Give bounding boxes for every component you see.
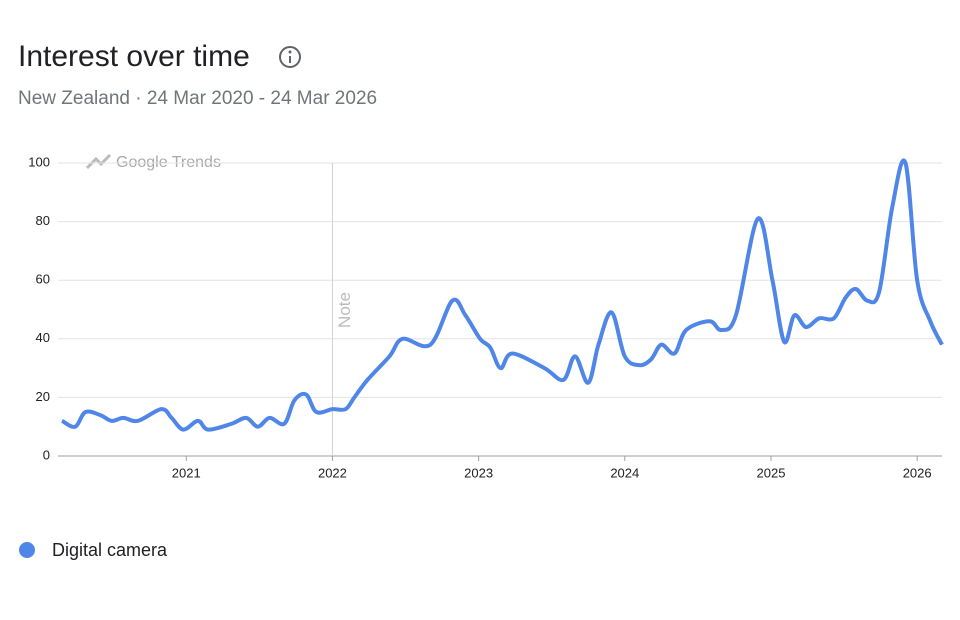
chart-subtitle: New Zealand · 24 Mar 2020 - 24 Mar 2026 [18,88,377,109]
y-tick-label: 0 [43,447,50,462]
x-tick-label: 2025 [757,465,786,480]
legend-label[interactable]: Digital camera [52,540,168,560]
y-tick-label: 100 [28,154,50,169]
x-tick-label: 2024 [610,465,639,480]
x-tick-label: 2026 [903,465,932,480]
legend-swatch [19,542,35,558]
x-tick-label: 2022 [318,465,347,480]
y-tick-label: 20 [36,389,50,404]
y-tick-label: 60 [36,272,50,287]
note-label: Note [335,292,354,328]
watermark-icon [85,153,112,170]
chart-title: Interest over time [18,40,250,73]
info-icon[interactable] [279,46,301,68]
x-tick-label: 2023 [464,465,493,480]
y-tick-label: 80 [36,213,50,228]
x-tick-label: 2021 [172,465,201,480]
y-tick-label: 40 [36,330,50,345]
line [61,158,944,432]
